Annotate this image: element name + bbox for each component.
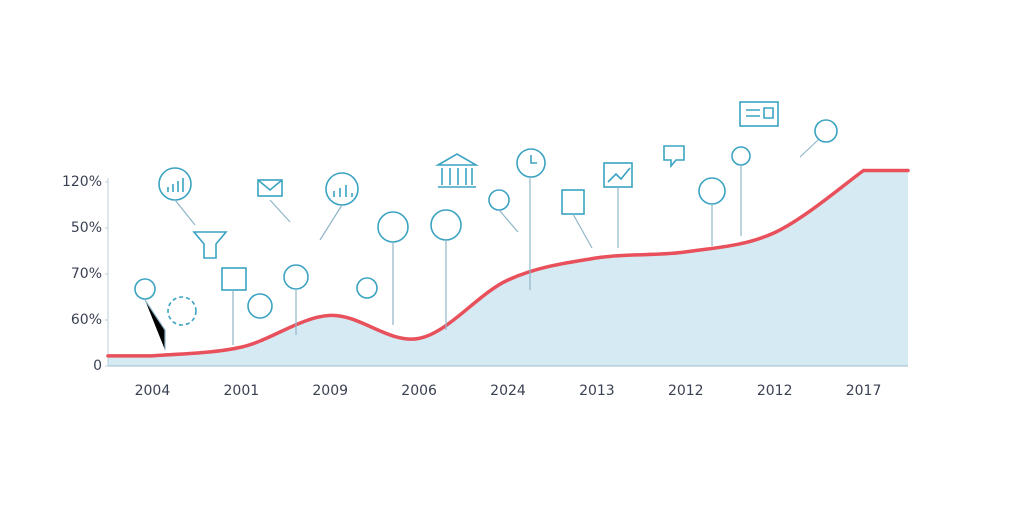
icon — [158, 167, 192, 201]
x-tick-label: 2004 — [135, 383, 171, 399]
icon-pin — [319, 204, 343, 241]
area — [108, 170, 908, 366]
icon-pin — [144, 299, 166, 350]
x-tick-label: 2009 — [312, 383, 348, 399]
x-tick-label: 2001 — [224, 383, 260, 399]
icon-pin — [799, 139, 819, 158]
y-tick-label: 0 — [93, 358, 102, 374]
icon — [561, 189, 585, 215]
icon — [814, 119, 838, 143]
icon — [134, 278, 156, 300]
icon — [167, 296, 197, 326]
icon — [221, 267, 247, 291]
icon — [746, 107, 774, 119]
icon-pin — [174, 199, 196, 226]
icon — [377, 211, 409, 243]
icon — [333, 185, 353, 197]
icon — [530, 155, 537, 164]
y-tick-label: 50% — [71, 220, 102, 236]
x-tick-label: 2006 — [401, 383, 437, 399]
icon — [257, 179, 283, 192]
icon-pin — [269, 199, 291, 223]
icon-pin — [572, 213, 593, 249]
icon — [192, 231, 228, 259]
x-tick-label: 2012 — [668, 383, 704, 399]
icon — [435, 153, 479, 188]
x-tick-label: 2013 — [579, 383, 615, 399]
icon — [698, 177, 726, 205]
icon — [516, 148, 546, 178]
icon — [663, 145, 685, 169]
x-tick-label: 2012 — [757, 383, 793, 399]
icon — [731, 146, 751, 166]
line — [106, 168, 910, 358]
icon — [739, 101, 779, 127]
icon — [257, 179, 283, 197]
icon-pin — [498, 209, 519, 233]
y-tick-label: 120% — [62, 174, 102, 190]
icon — [488, 189, 510, 211]
icon — [167, 178, 184, 192]
icon — [356, 277, 378, 299]
y-tick-label: 60% — [71, 312, 102, 328]
icons — [134, 101, 838, 350]
x-tick-label: 2024 — [490, 383, 526, 399]
icon — [247, 293, 273, 319]
icon — [325, 172, 359, 206]
x-tick-label: 2017 — [846, 383, 882, 399]
icon — [283, 264, 309, 290]
icon — [607, 167, 631, 183]
icon — [430, 209, 462, 241]
y-tick-label: 70% — [71, 266, 102, 282]
plot: 0 60% 70% 50% 120% 2004 2001 2009 2006 2024 2013 20… — [62, 168, 910, 399]
